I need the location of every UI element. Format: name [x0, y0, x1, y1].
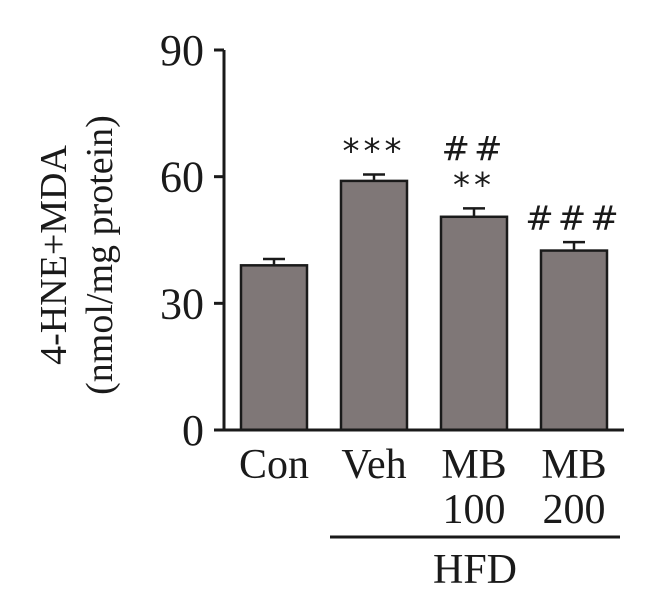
error-bar	[463, 207, 485, 217]
bar	[539, 249, 609, 432]
y-tick-label: 90	[160, 26, 204, 75]
x-category-sublabel: 100	[443, 487, 506, 533]
significance-label: **	[453, 165, 495, 205]
group-bracket: HFD	[330, 535, 620, 593]
error-bars-group	[263, 173, 585, 266]
bar	[339, 179, 409, 432]
significance-marks-group: *****#####	[343, 129, 622, 239]
x-category-label: Con	[239, 442, 309, 488]
x-category-label: MB	[441, 442, 506, 488]
x-category-label: MB	[541, 442, 606, 488]
y-tick-label: 60	[160, 153, 204, 202]
y-tick-label: 0	[182, 406, 204, 455]
y-tick-label: 30	[160, 279, 204, 328]
x-category-label: Veh	[341, 442, 406, 488]
error-bar	[563, 240, 585, 251]
error-bar	[263, 257, 285, 266]
x-category-sublabel: 200	[543, 487, 606, 533]
significance-label: ###	[525, 199, 622, 239]
y-axis-label: 4-HNE+MDA (nmol/mg protein)	[33, 115, 121, 395]
y-axis-label-line1: 4-HNE+MDA	[33, 145, 75, 365]
significance-label: ##	[442, 129, 507, 169]
error-bar	[363, 173, 385, 181]
y-axis-label-line2: (nmol/mg protein)	[79, 115, 121, 395]
y-axis: 0 30 60 90	[160, 26, 226, 455]
bar	[439, 215, 509, 432]
significance-label: ***	[343, 132, 406, 172]
group-label: HFD	[433, 547, 517, 593]
bar	[239, 264, 309, 432]
